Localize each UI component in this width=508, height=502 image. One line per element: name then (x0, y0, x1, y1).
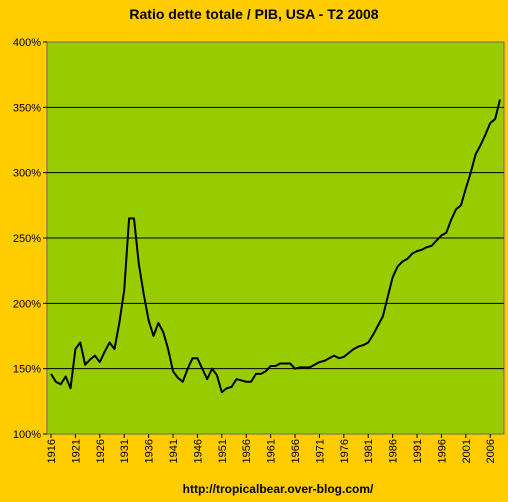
source-url: http://tropicalbear.over-blog.com/ (183, 482, 374, 496)
y-tick-label: 300% (13, 168, 41, 180)
x-tick-label: 1981 (363, 439, 375, 463)
y-tick-label: 250% (13, 233, 41, 245)
x-axis: 1916 1921 1926 1931 1936 1941 1946 1951 1956 1961… (46, 434, 497, 463)
x-tick-label: 1996 (436, 439, 448, 463)
y-tick-label: 350% (13, 102, 41, 114)
x-tick-label: 1936 (144, 439, 156, 463)
x-tick-label: 1961 (266, 439, 278, 463)
x-tick-label: 1966 (290, 439, 302, 463)
x-tick-label: 1991 (412, 439, 424, 463)
x-tick-label: 1946 (192, 439, 204, 463)
y-tick-label: 100% (13, 429, 41, 441)
x-tick-label: 1976 (339, 439, 351, 463)
x-tick-label: 1931 (119, 439, 131, 463)
series-line (50, 99, 501, 394)
x-tick-label: 1941 (168, 439, 180, 463)
chart-title: Ratio dette totale / PIB, USA - T2 2008 (129, 6, 378, 22)
x-tick-label: 1956 (241, 439, 253, 463)
x-tick-label: 1921 (70, 439, 82, 463)
x-tick-label: 1986 (388, 439, 400, 463)
y-tick-label: 150% (13, 364, 41, 376)
x-tick-label: 1971 (314, 439, 326, 463)
y-tick-label: 200% (13, 298, 41, 310)
x-tick-label: 1916 (46, 439, 58, 463)
y-tick-label: 400% (13, 37, 41, 49)
series-group (50, 99, 501, 394)
x-tick-label: 2001 (461, 439, 473, 463)
x-tick-label: 2006 (485, 439, 497, 463)
x-tick-label: 1926 (95, 439, 107, 463)
x-tick-label: 1951 (217, 439, 229, 463)
y-axis: 100% 150% 200% 250% 300% 350% 400% (13, 37, 47, 441)
